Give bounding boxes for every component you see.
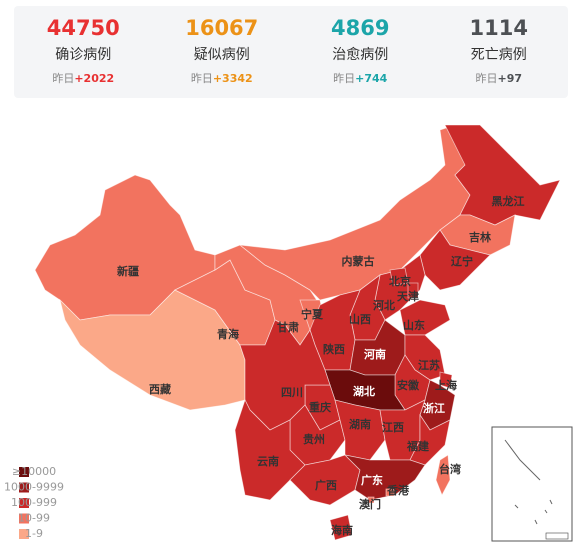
province-label: 湖南 — [349, 417, 371, 431]
stat-label: 死亡病例 — [470, 47, 527, 63]
province-label: 北京 — [389, 274, 411, 288]
stat: 16067 疑似病例昨日+3342 — [153, 6, 292, 98]
province-label: 吉林 — [469, 230, 491, 244]
province-label: 湖北 — [353, 384, 375, 398]
province-label: 江西 — [382, 420, 404, 434]
yesterday-label: 昨日 — [333, 72, 356, 85]
province — [367, 496, 375, 504]
stat-number: 44750 — [46, 16, 120, 40]
stat-yesterday: 昨日+744 — [291, 70, 430, 86]
province — [409, 413, 451, 466]
province-label: 上海 — [435, 378, 457, 392]
province — [407, 282, 419, 299]
province-label: 贵州 — [303, 432, 325, 446]
province-label: 新疆 — [117, 264, 139, 278]
legend-label: 1000-9999 — [4, 481, 64, 494]
legend-label: 10-99 — [18, 512, 50, 525]
inset-lines — [504, 439, 553, 525]
stat-number: 4869 — [331, 16, 390, 40]
province-label: 福建 — [406, 439, 430, 453]
yesterday-label: 昨日 — [190, 72, 213, 85]
stat-delta: +97 — [497, 72, 523, 85]
province-label: 山东 — [403, 318, 425, 332]
legend-swatch — [19, 482, 29, 493]
province-label: 重庆 — [309, 400, 331, 414]
stat-yesterday: 昨日+3342 — [153, 70, 292, 86]
legend-swatch — [19, 498, 29, 508]
legend-swatch — [19, 467, 29, 477]
inset-caption-box — [545, 532, 569, 540]
province-label: 台湾 — [439, 462, 461, 476]
province-label: 广东 — [361, 473, 383, 487]
stat-yesterday: 昨日+97 — [430, 70, 569, 86]
stats-panel: 44750 确诊病例 昨日+2022 16067 疑似病例 昨日+3342 4869 治愈病例… — [14, 6, 568, 98]
province-label: 浙江 — [423, 401, 445, 415]
stat-number: 16067 — [185, 16, 259, 40]
stat: 44750 确诊病例昨日+2022 — [14, 6, 153, 98]
stat: 1114 死亡病例昨日+97 — [430, 6, 569, 98]
province-label: 河北 — [373, 298, 395, 312]
province-label: 河南 — [364, 347, 386, 361]
province-label: 甘肃 — [277, 320, 299, 334]
stat-yesterday: 昨日+2022 — [14, 70, 153, 86]
province — [439, 371, 453, 389]
province-label: 山西 — [349, 312, 371, 326]
province — [329, 514, 353, 541]
stat-delta: +744 — [355, 72, 388, 85]
province — [444, 124, 561, 226]
province-label: 云南 — [257, 454, 279, 468]
stat-label: 治愈病例 — [332, 47, 389, 63]
province-label: 海南 — [331, 523, 353, 537]
yesterday-label: 昨日 — [475, 72, 498, 85]
legend-label: 100-999 — [11, 496, 57, 509]
stat-delta: +2022 — [74, 72, 115, 85]
province-label: 内蒙古 — [342, 254, 375, 268]
legend-swatch — [19, 529, 29, 539]
province-label: 澳门 — [359, 497, 381, 511]
province-label: 黑龙江 — [492, 194, 525, 208]
legend-swatch — [19, 513, 29, 524]
stat-delta: +3342 — [212, 72, 253, 85]
province-label: 天津 — [397, 289, 419, 303]
stat-number: 1114 — [469, 16, 528, 40]
yesterday-label: 昨日 — [52, 72, 75, 85]
stat-label: 疑似病例 — [193, 47, 250, 63]
province-label: 香港 — [386, 483, 410, 497]
province-label: 安徽 — [397, 378, 420, 392]
province-label: 江苏 — [418, 358, 440, 372]
province — [343, 454, 426, 501]
province-label: 西藏 — [149, 382, 171, 396]
province-label: 青海 — [217, 327, 239, 341]
stat: 4869 治愈病例昨日+744 — [291, 6, 430, 98]
province — [385, 488, 395, 497]
legend-label: 1-9 — [25, 527, 43, 540]
province-label: 辽宁 — [451, 254, 473, 268]
province-label: 广西 — [315, 478, 337, 492]
province-label: 四川 — [281, 386, 303, 399]
province — [435, 454, 451, 496]
province-label: 陕西 — [323, 342, 345, 356]
legend-label: ≥10000 — [12, 465, 56, 478]
stat-label: 确诊病例 — [55, 47, 112, 63]
province-label: 宁夏 — [301, 307, 324, 321]
south-sea-inset — [491, 426, 573, 542]
